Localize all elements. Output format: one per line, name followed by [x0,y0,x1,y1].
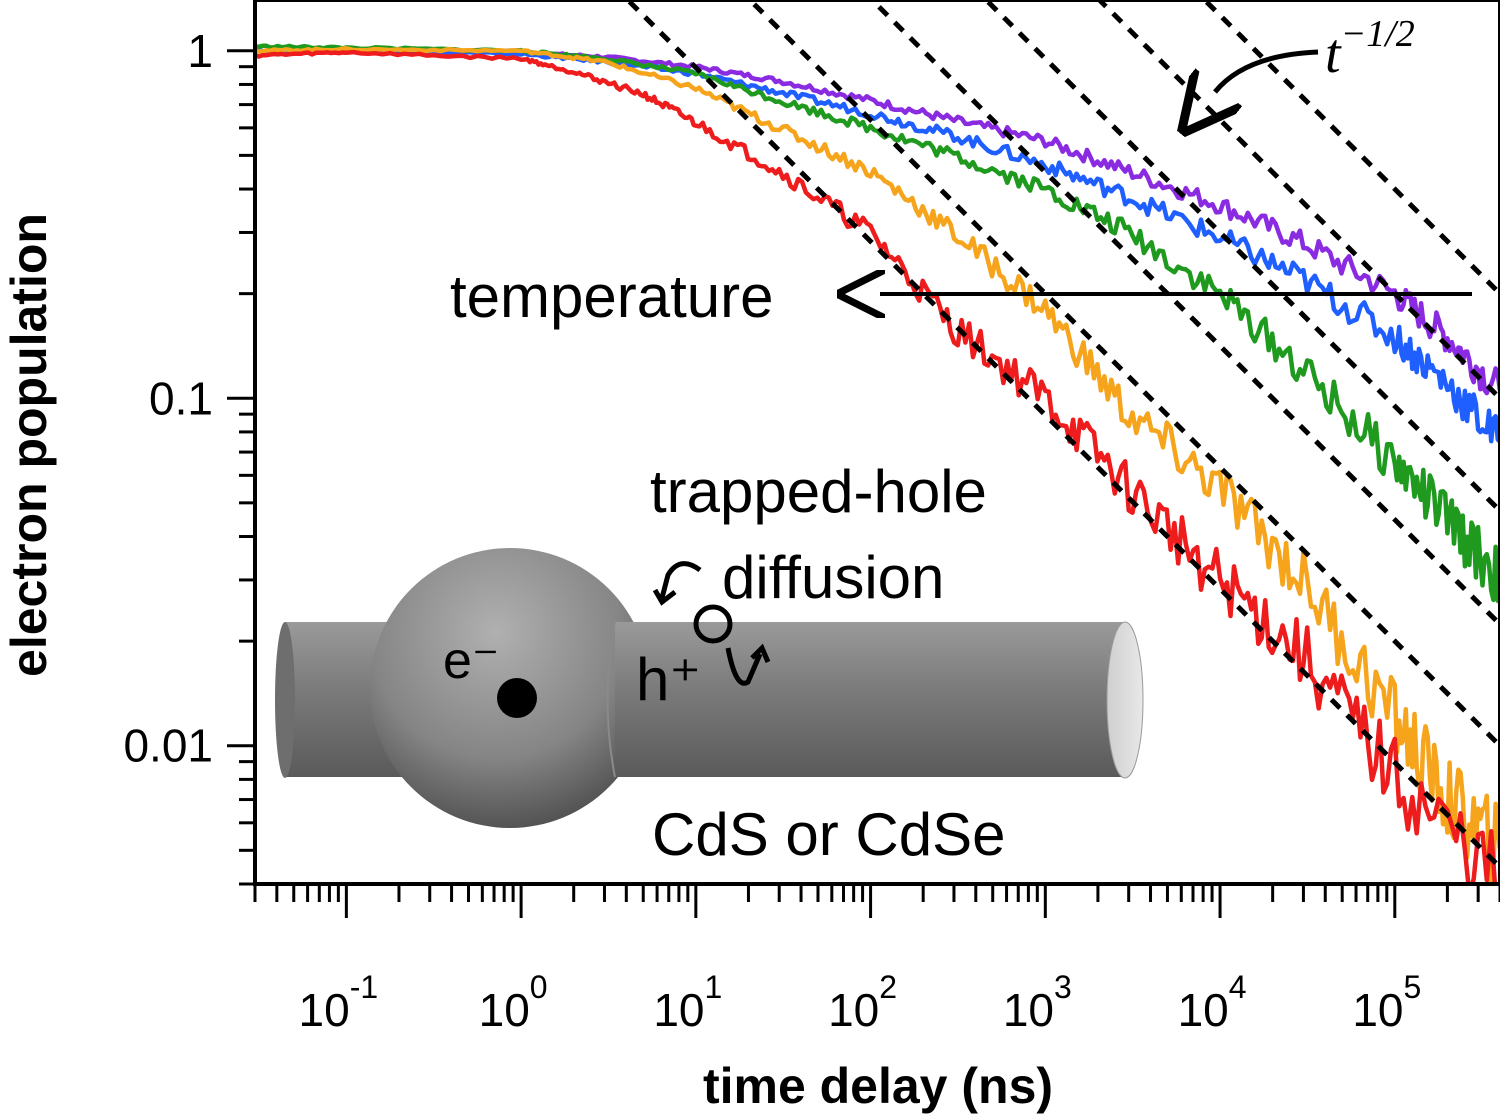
x-axis-title: time delay (ns) [703,1058,1053,1114]
plot-frame [253,0,1500,886]
y-axis-title: electron population [1,213,57,677]
power-law-label: t−1/2 [1325,13,1415,85]
x-tick-label: 101 [653,969,722,1036]
hole-label: h⁺ [636,646,701,713]
svg-text:t−1/2: t−1/2 [1325,13,1415,85]
nanorod-illustration [275,548,1144,828]
guide-line-3 [868,0,1500,627]
series-line-2 [255,47,1500,444]
diffusion-label: diffusion [722,544,944,611]
series-line-1 [255,47,1500,396]
power-law-base: t [1325,23,1342,85]
temperature-label: temperature [450,263,774,330]
x-tick-label: 102 [828,969,897,1036]
power-law-arrow [1215,49,1319,92]
guide-line-2 [746,0,1500,748]
x-tick-label: 103 [1003,969,1072,1036]
electron-label: e⁻ [443,632,499,690]
trapped-hole-label: trapped-hole [650,458,987,525]
material-label: CdS or CdSe [652,801,1006,868]
power-law-exponent: −1/2 [1341,13,1415,55]
y-tick-label: 1 [187,25,213,77]
guide-line-6 [1201,0,1500,296]
x-tick-label: 100 [479,969,548,1036]
series-line-4 [255,46,1500,884]
guide-line-4 [982,0,1500,513]
guide-line-5 [1095,0,1500,401]
y-tick-label: 0.01 [123,720,213,772]
x-tick-label: 10-1 [299,969,379,1036]
x-tick-label: 105 [1352,969,1421,1036]
y-tick-label: 0.1 [149,372,213,424]
x-tick-label: 104 [1178,969,1247,1036]
guide-line-1 [624,0,1500,869]
